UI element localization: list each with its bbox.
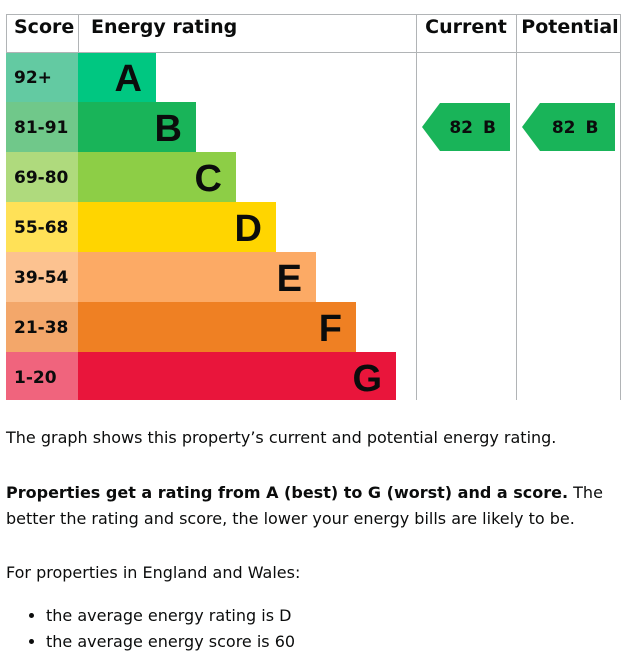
band-letter-f: F (319, 308, 342, 350)
chart-header: Score Energy rating Current Potential (14, 16, 619, 38)
band-letter-a: A (115, 58, 142, 100)
current-score: 82 (449, 118, 473, 138)
score-range-c: 69-80 (14, 168, 69, 188)
current-letter: B (483, 118, 496, 138)
current-pointer (422, 103, 510, 151)
rating-explanation-bold: Properties get a rating from A (best) to… (6, 483, 569, 502)
score-cell-d (6, 202, 78, 252)
list-item-average-rating: the average energy rating is D (46, 603, 295, 629)
score-cell-a (6, 52, 78, 102)
score-cell-c (6, 152, 78, 202)
potential-score: 82 (552, 118, 576, 138)
band-bar-f (78, 302, 356, 352)
region-text: For properties in England and Wales: (6, 563, 301, 582)
band-letter-e: E (277, 258, 302, 300)
band-bar-b (78, 102, 196, 152)
header-current: Current (425, 16, 507, 38)
score-cell-g (6, 352, 78, 400)
score-cell-b (6, 102, 78, 152)
band-letter-b: B (155, 108, 182, 150)
score-range-f: 21-38 (14, 318, 68, 338)
band-letter-d: D (235, 208, 262, 250)
score-range-d: 55-68 (14, 218, 68, 238)
header-energy-rating: Energy rating (91, 16, 237, 38)
potential-letter: B (586, 118, 599, 138)
band-letter-c: C (195, 158, 222, 200)
epc-chart: Score Energy rating Current Potential 92+ A 8… (6, 14, 621, 400)
band-bar-a (78, 52, 156, 102)
band-bar-e (78, 252, 316, 302)
score-cell-f (6, 302, 78, 352)
rating-pointers: 82 B 82 B (422, 103, 615, 151)
score-range-e: 39-54 (14, 268, 69, 288)
band-bar-c (78, 152, 236, 202)
band-letter-g: G (352, 358, 382, 400)
rating-explanation: Properties get a rating from A (best) to… (6, 480, 630, 532)
intro-text: The graph shows this property’s current … (6, 428, 557, 447)
averages-list: the average energy rating is D the avera… (6, 603, 295, 655)
header-score: Score (14, 16, 74, 38)
list-item-average-score: the average energy score is 60 (46, 629, 295, 655)
score-range-b: 81-91 (14, 118, 68, 138)
header-potential: Potential (521, 16, 618, 38)
potential-pointer (522, 103, 615, 151)
band-bar-g (78, 352, 396, 400)
band-bar-d (78, 202, 276, 252)
rating-bands: 92+ A 81-91 B 69-80 C 55-68 D 39-54 E 21-38 F 1-20 G (6, 52, 396, 400)
score-cell-e (6, 252, 78, 302)
score-range-g: 1-20 (14, 368, 57, 388)
rating-explanation-rest: The better the rating and score, the low… (6, 483, 603, 528)
chart-grid (6, 14, 621, 400)
score-range-a: 92+ (14, 68, 52, 88)
